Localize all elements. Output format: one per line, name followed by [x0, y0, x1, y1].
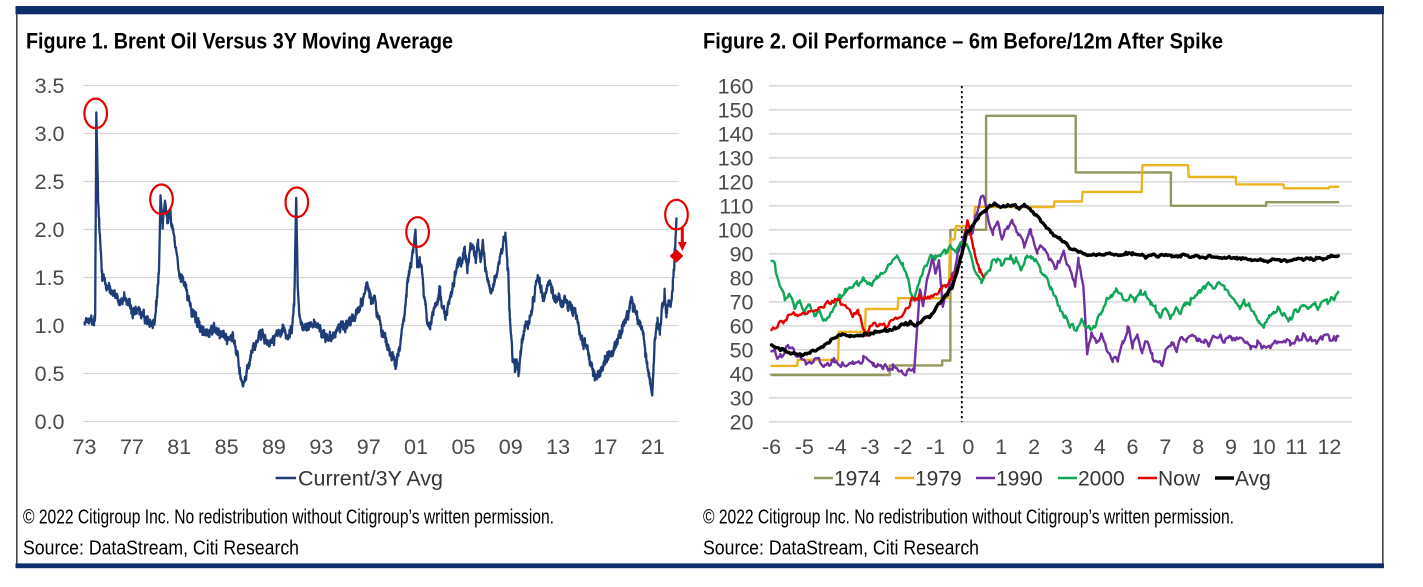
svg-text:0: 0: [962, 435, 974, 459]
svg-text:Source: DataStream, Citi Resea: Source: DataStream, Citi Research: [703, 538, 979, 560]
svg-text:60: 60: [730, 314, 754, 338]
svg-text:110: 110: [719, 194, 753, 218]
svg-text:7: 7: [1159, 435, 1171, 459]
svg-text:Figure 1. Brent Oil Versus 3Y: Figure 1. Brent Oil Versus 3Y Moving Ave…: [26, 29, 453, 54]
svg-text:85: 85: [215, 435, 239, 459]
svg-text:13: 13: [546, 435, 570, 459]
svg-text:160: 160: [718, 74, 754, 98]
svg-text:2: 2: [1028, 435, 1040, 459]
svg-text:05: 05: [451, 435, 475, 459]
svg-text:Avg: Avg: [1235, 468, 1271, 491]
svg-text:Figure 2. Oil Performance – 6m: Figure 2. Oil Performance – 6m Before/12…: [703, 29, 1223, 54]
svg-text:-1: -1: [926, 435, 945, 459]
svg-text:01: 01: [404, 435, 428, 459]
svg-text:1.0: 1.0: [35, 314, 65, 338]
svg-text:Current/3Y Avg: Current/3Y Avg: [298, 468, 443, 491]
svg-text:12: 12: [1317, 435, 1341, 459]
svg-text:40: 40: [730, 362, 754, 386]
svg-text:6: 6: [1127, 435, 1139, 459]
svg-text:90: 90: [730, 242, 754, 266]
svg-text:2000: 2000: [1078, 468, 1125, 491]
svg-text:50: 50: [730, 338, 754, 362]
svg-text:0.0: 0.0: [35, 410, 65, 434]
svg-text:1.5: 1.5: [35, 266, 65, 290]
svg-text:100: 100: [718, 218, 754, 242]
svg-text:97: 97: [357, 435, 381, 459]
svg-text:21: 21: [641, 435, 665, 459]
svg-text:2.0: 2.0: [35, 218, 65, 242]
svg-text:-5: -5: [795, 435, 814, 459]
svg-text:73: 73: [73, 435, 97, 459]
svg-text:17: 17: [594, 435, 618, 459]
svg-text:140: 140: [718, 122, 754, 146]
svg-text:9: 9: [1225, 435, 1237, 459]
svg-text:-2: -2: [893, 435, 912, 459]
svg-text:-3: -3: [860, 435, 879, 459]
svg-text:2.5: 2.5: [35, 170, 65, 194]
svg-text:3: 3: [1061, 435, 1073, 459]
svg-text:-6: -6: [762, 435, 781, 459]
svg-text:10: 10: [1252, 435, 1276, 459]
svg-text:-4: -4: [828, 435, 847, 459]
svg-text:3.5: 3.5: [35, 74, 65, 98]
svg-text:1974: 1974: [834, 468, 881, 491]
svg-text:1: 1: [995, 435, 1007, 459]
svg-text:30: 30: [730, 386, 754, 410]
svg-text:70: 70: [730, 290, 754, 314]
svg-text:1990: 1990: [996, 468, 1043, 491]
svg-text:120: 120: [718, 170, 754, 194]
svg-text:1979: 1979: [915, 468, 962, 491]
svg-text:Now: Now: [1158, 468, 1201, 491]
svg-text:89: 89: [262, 435, 286, 459]
svg-text:80: 80: [730, 266, 754, 290]
svg-text:77: 77: [120, 435, 144, 459]
svg-text:93: 93: [309, 435, 333, 459]
svg-text:20: 20: [730, 410, 754, 434]
svg-text:4: 4: [1094, 435, 1106, 459]
svg-text:09: 09: [499, 435, 523, 459]
svg-text:130: 130: [718, 146, 754, 170]
svg-text:150: 150: [718, 98, 754, 122]
svg-text:Source: DataStream, Citi Resea: Source: DataStream, Citi Research: [23, 538, 299, 560]
svg-text:© 2022 Citigroup Inc. No redis: © 2022 Citigroup Inc. No redistribution …: [703, 507, 1234, 529]
svg-text:3.0: 3.0: [35, 122, 65, 146]
svg-text:© 2022 Citigroup Inc. No redis: © 2022 Citigroup Inc. No redistribution …: [23, 507, 554, 529]
svg-text:11: 11: [1285, 435, 1307, 459]
svg-text:81: 81: [167, 435, 191, 459]
svg-text:8: 8: [1192, 435, 1204, 459]
svg-text:0.5: 0.5: [35, 362, 65, 386]
